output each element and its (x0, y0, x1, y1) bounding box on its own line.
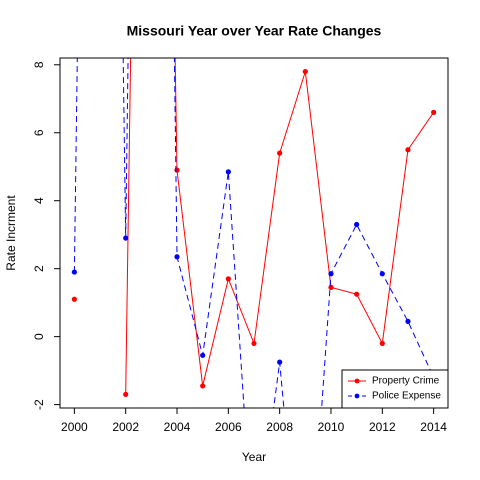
data-point (405, 318, 411, 324)
data-point (328, 271, 334, 277)
data-point (123, 391, 129, 398)
legend-marker (354, 393, 360, 399)
data-point (71, 296, 77, 302)
x-tick-label: 2008 (266, 420, 293, 434)
y-tick-label: -2 (32, 399, 46, 410)
data-point (200, 352, 206, 358)
data-point (71, 269, 77, 275)
plot-area (71, 58, 437, 408)
x-tick-label: 2014 (420, 420, 447, 434)
data-point (302, 68, 308, 75)
y-tick-label: 2 (32, 265, 46, 272)
legend-box (341, 369, 449, 409)
legend-label: Police Expense (372, 391, 441, 402)
data-point (354, 291, 360, 297)
data-point (200, 383, 206, 389)
x-tick-label: 2000 (61, 420, 88, 434)
y-tick-label: 6 (32, 129, 46, 136)
data-point (328, 284, 334, 290)
data-point (225, 276, 231, 282)
x-tick-label: 2006 (215, 420, 242, 434)
data-point (225, 169, 231, 175)
series-line (73, 58, 435, 408)
legend-marker (354, 378, 360, 384)
data-point (431, 109, 437, 115)
x-tick-label: 2012 (369, 420, 396, 434)
data-point (174, 167, 180, 173)
data-point (379, 271, 385, 277)
data-point (277, 359, 283, 365)
data-point (123, 235, 129, 241)
y-tick-label: 8 (32, 61, 46, 68)
x-axis-label: Year (242, 450, 266, 464)
x-tick-label: 2004 (164, 420, 191, 434)
data-point (354, 221, 360, 228)
data-point (277, 150, 283, 156)
chart-title: Missouri Year over Year Rate Changes (127, 23, 382, 39)
y-tick-label: 4 (32, 197, 46, 204)
data-point (174, 254, 180, 260)
legend-label: Property Crime (372, 376, 440, 387)
data-point (405, 147, 411, 153)
y-axis-label: Rate Incrment (4, 195, 18, 271)
plot-frame (59, 57, 449, 409)
x-tick-label: 2002 (112, 420, 139, 434)
data-point (379, 340, 385, 347)
y-tick-label: 0 (32, 333, 46, 340)
x-tick-label: 2010 (318, 420, 345, 434)
data-point (251, 340, 257, 347)
